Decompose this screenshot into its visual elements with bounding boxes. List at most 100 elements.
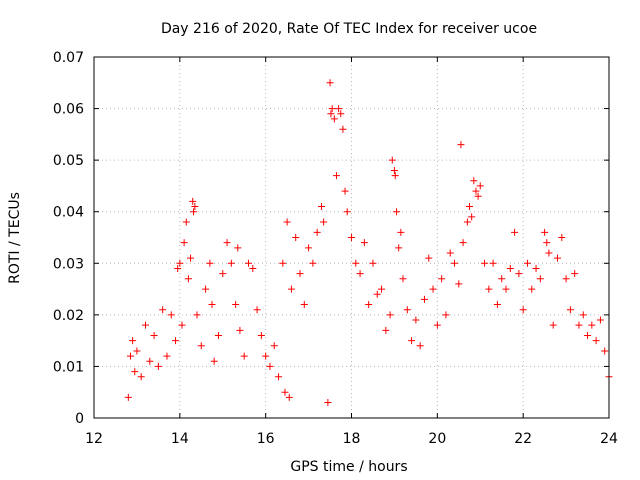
data-point [223, 239, 231, 247]
data-point [420, 295, 428, 303]
data-point [588, 321, 596, 329]
data-point [502, 285, 510, 293]
data-point [206, 259, 214, 267]
data-point [388, 156, 396, 164]
x-tick-label: 24 [600, 431, 618, 447]
data-point [378, 285, 386, 293]
data-point [519, 306, 527, 314]
data-point [234, 244, 242, 252]
data-point [356, 270, 364, 278]
y-tick-label: 0.03 [53, 256, 84, 272]
data-point [327, 110, 335, 118]
data-point [174, 264, 182, 272]
data-point [245, 259, 252, 267]
data-point [137, 373, 145, 381]
data-point [285, 393, 293, 401]
data-point [191, 203, 199, 211]
data-point [382, 326, 390, 334]
data-point [332, 172, 340, 180]
data-point [232, 301, 240, 309]
y-tick-label: 0.01 [53, 359, 84, 375]
data-point [133, 347, 141, 355]
data-point [292, 234, 300, 241]
data-point [178, 321, 186, 329]
data-point [549, 321, 557, 329]
data-point [558, 234, 566, 241]
data-point [515, 270, 523, 278]
data-point [287, 285, 295, 293]
data-point [536, 275, 544, 283]
data-point [262, 352, 270, 360]
data-point [142, 321, 149, 329]
data-point [485, 285, 493, 293]
data-point [442, 311, 450, 319]
data-point [270, 342, 278, 350]
data-point [493, 301, 501, 309]
data-point [210, 357, 218, 365]
data-point [214, 331, 222, 339]
data-point [466, 203, 474, 211]
data-point [459, 239, 467, 247]
data-point [187, 254, 195, 262]
data-point [150, 331, 158, 339]
data-point [373, 290, 381, 298]
data-point [390, 166, 398, 174]
data-point [481, 259, 489, 267]
data-point [227, 259, 235, 267]
data-point [339, 125, 347, 133]
data-point [528, 285, 536, 293]
data-point [451, 259, 458, 267]
data-point [545, 249, 553, 257]
data-point [601, 347, 609, 355]
x-tick-label: 18 [343, 431, 361, 447]
data-point [163, 352, 171, 360]
data-point [197, 342, 205, 350]
data-point [281, 388, 289, 396]
data-point [180, 239, 188, 247]
data-point [575, 321, 583, 329]
y-tick-label: 0.04 [53, 205, 84, 221]
data-point [275, 373, 283, 381]
data-point [365, 301, 373, 309]
x-tick-label: 22 [514, 431, 532, 447]
data-point [408, 337, 416, 345]
data-point [129, 337, 137, 345]
data-point [579, 311, 587, 319]
data-point [328, 105, 336, 113]
plot-frame [93, 56, 610, 419]
data-point [592, 337, 600, 345]
data-point [320, 218, 328, 226]
data-point [335, 105, 343, 113]
data-point [352, 259, 360, 267]
data-point [337, 110, 345, 118]
data-point [330, 115, 338, 123]
data-point [596, 316, 604, 324]
data-point [476, 182, 484, 190]
data-point [154, 362, 162, 370]
data-point [523, 259, 531, 267]
x-tick-label: 16 [257, 431, 275, 447]
data-point [391, 172, 399, 180]
data-point [455, 280, 463, 288]
data-point [159, 306, 167, 314]
data-point [412, 316, 420, 324]
data-point [236, 326, 244, 334]
data-point [474, 192, 482, 200]
data-point [463, 218, 471, 226]
data-point [131, 368, 139, 376]
data-point [393, 208, 401, 216]
data-point [124, 393, 132, 401]
data-point [446, 249, 454, 257]
data-point [126, 352, 134, 360]
data-point [193, 311, 201, 319]
y-tick-label: 0.05 [53, 153, 84, 169]
data-point [172, 337, 180, 345]
data-point [403, 306, 411, 314]
data-point [416, 342, 424, 350]
data-point [202, 285, 210, 293]
data-point [360, 239, 368, 247]
data-point [386, 311, 394, 319]
data-point [341, 187, 349, 195]
data-point [182, 218, 190, 226]
data-point [257, 331, 265, 339]
